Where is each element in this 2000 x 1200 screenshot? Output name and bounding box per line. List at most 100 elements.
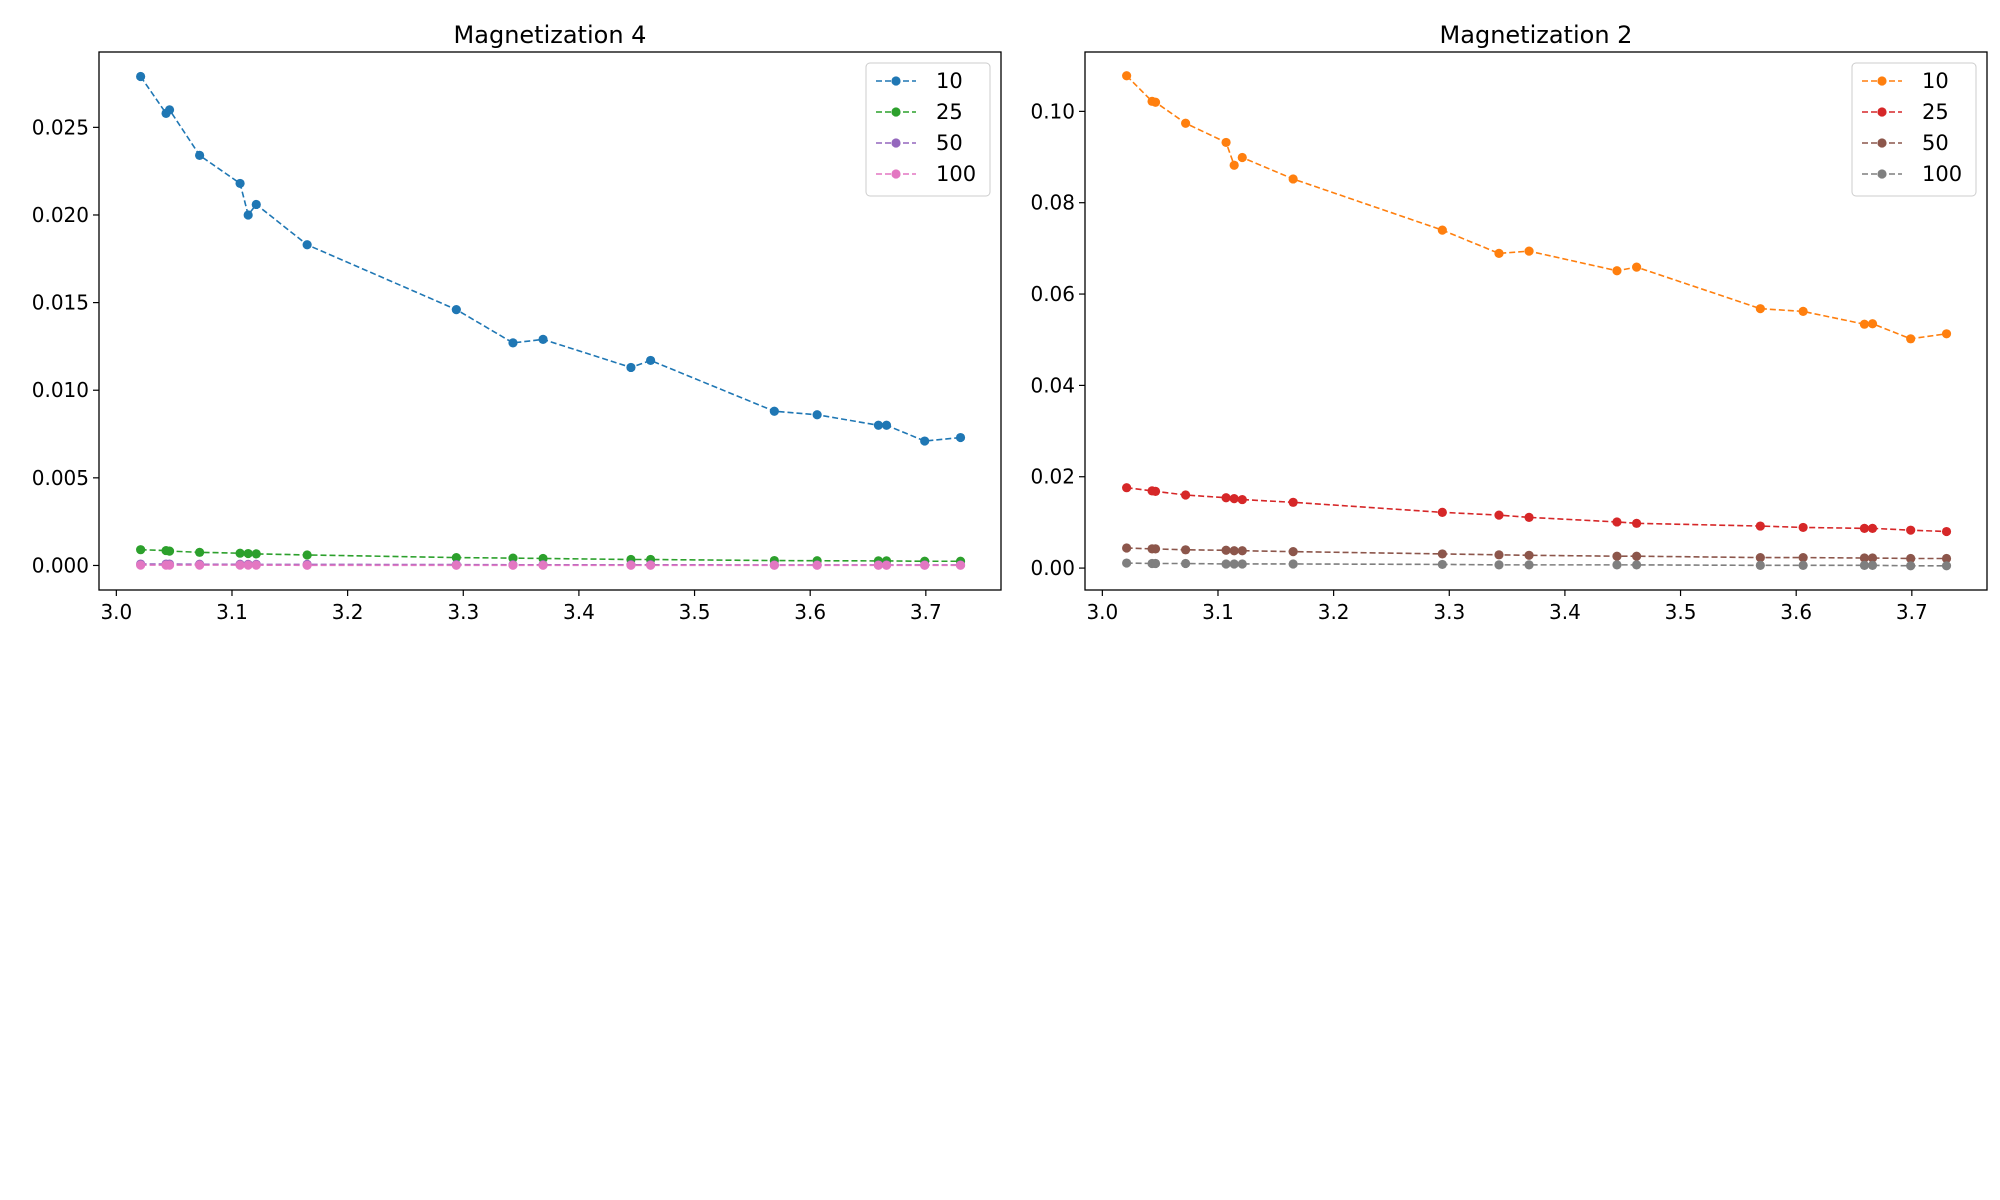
data-point bbox=[769, 406, 779, 416]
data-point bbox=[881, 560, 892, 570]
data-point bbox=[451, 305, 461, 315]
data-point bbox=[195, 150, 205, 160]
series-10 bbox=[136, 71, 966, 446]
data-point bbox=[235, 548, 245, 558]
data-point bbox=[1941, 561, 1952, 571]
x-tick-label: 3.5 bbox=[679, 600, 711, 624]
chart-title: Magnetization 2 bbox=[1440, 21, 1633, 49]
data-point bbox=[1906, 553, 1916, 564]
data-point bbox=[451, 560, 461, 570]
data-point bbox=[1122, 71, 1132, 81]
legend-entry: 10 bbox=[1862, 69, 1949, 93]
x-tick-label: 3.6 bbox=[794, 600, 826, 624]
data-point bbox=[1288, 547, 1298, 557]
data-point bbox=[164, 546, 175, 556]
legend-marker bbox=[1877, 76, 1887, 86]
data-point bbox=[538, 553, 548, 564]
data-point bbox=[1288, 559, 1298, 569]
data-point bbox=[1288, 497, 1298, 507]
data-point bbox=[1237, 546, 1247, 556]
data-point bbox=[920, 436, 930, 446]
data-point bbox=[1221, 493, 1231, 503]
x-tick-label: 3.2 bbox=[332, 600, 364, 624]
data-point bbox=[1524, 246, 1534, 256]
data-point bbox=[1221, 137, 1231, 148]
data-point bbox=[251, 199, 261, 210]
y-tick-label: 0.005 bbox=[32, 466, 89, 490]
data-point bbox=[1612, 560, 1622, 570]
data-point bbox=[235, 560, 245, 570]
data-point bbox=[1798, 306, 1808, 317]
data-point bbox=[881, 420, 892, 430]
data-point bbox=[1859, 523, 1870, 533]
data-point bbox=[195, 560, 205, 570]
data-point bbox=[538, 560, 548, 570]
data-point bbox=[243, 548, 253, 559]
data-point bbox=[1632, 551, 1642, 561]
data-point bbox=[1181, 558, 1191, 569]
data-point bbox=[1755, 552, 1765, 563]
data-point bbox=[251, 549, 261, 559]
data-point bbox=[1859, 560, 1870, 570]
legend-marker bbox=[891, 138, 901, 148]
legend: 10 25 50 100 bbox=[865, 62, 991, 197]
data-point bbox=[1859, 319, 1870, 329]
legend-box bbox=[1851, 62, 1977, 197]
x-tick-label: 3.1 bbox=[1202, 600, 1234, 624]
data-point bbox=[1612, 517, 1622, 527]
data-point bbox=[1906, 525, 1916, 535]
legend-label: 25 bbox=[1922, 100, 1949, 124]
data-point bbox=[1181, 118, 1191, 128]
legend-marker bbox=[1877, 107, 1887, 117]
data-point bbox=[1632, 518, 1642, 528]
data-point bbox=[646, 355, 656, 366]
data-point bbox=[1122, 543, 1132, 553]
legend-entry: 100 bbox=[876, 162, 976, 186]
x-axis-ticks: 3.0 3.1 3.2 3.3 3.4 3.5 3.6 3.7 bbox=[1086, 590, 1928, 624]
data-point bbox=[1150, 544, 1161, 554]
data-point bbox=[1867, 523, 1878, 533]
x-tick-label: 3.7 bbox=[1896, 600, 1928, 624]
legend-box bbox=[865, 62, 991, 197]
data-point bbox=[1229, 559, 1239, 569]
data-point bbox=[1181, 545, 1191, 555]
data-point bbox=[1524, 512, 1534, 522]
data-point bbox=[136, 545, 146, 555]
y-tick-label: 0.02 bbox=[1030, 465, 1075, 489]
data-point bbox=[812, 560, 822, 570]
x-tick-label: 3.7 bbox=[910, 600, 942, 624]
chart-magnetization-4: Magnetization 4 3.0 3.1 3.2 3.3 3.4 3.5 3.6 3.7… bbox=[32, 21, 1002, 624]
legend-label: 10 bbox=[936, 69, 963, 93]
data-point bbox=[451, 552, 461, 563]
x-axis-ticks: 3.0 3.1 3.2 3.3 3.4 3.5 3.6 3.7 bbox=[100, 590, 942, 624]
data-point bbox=[164, 560, 175, 570]
legend-marker bbox=[891, 107, 901, 117]
data-point bbox=[1229, 494, 1239, 504]
data-point bbox=[812, 410, 822, 420]
data-point bbox=[1612, 266, 1622, 276]
data-point bbox=[1237, 559, 1247, 569]
data-point bbox=[243, 210, 253, 220]
data-point bbox=[1237, 494, 1247, 505]
plot-area bbox=[136, 71, 966, 570]
data-point bbox=[1181, 490, 1191, 500]
legend-label: 10 bbox=[1922, 69, 1949, 93]
x-tick-label: 3.1 bbox=[216, 600, 248, 624]
data-point bbox=[1229, 160, 1239, 170]
y-tick-label: 0.00 bbox=[1030, 556, 1075, 580]
y-axis-ticks: 0.00 0.02 0.04 0.06 0.08 0.10 bbox=[1030, 99, 1085, 580]
legend-label: 50 bbox=[936, 131, 963, 155]
data-point bbox=[1150, 97, 1161, 107]
data-point bbox=[1798, 552, 1808, 563]
data-point bbox=[1288, 174, 1298, 184]
series-25 bbox=[1122, 483, 1952, 537]
y-axis-ticks: 0.000 0.005 0.010 0.015 0.020 0.025 bbox=[32, 115, 99, 577]
legend-entry: 50 bbox=[876, 131, 963, 155]
data-point bbox=[302, 550, 312, 560]
legend-label: 50 bbox=[1922, 131, 1949, 155]
y-tick-label: 0.000 bbox=[32, 553, 89, 577]
data-point bbox=[508, 560, 518, 570]
x-tick-label: 3.3 bbox=[1433, 600, 1465, 624]
